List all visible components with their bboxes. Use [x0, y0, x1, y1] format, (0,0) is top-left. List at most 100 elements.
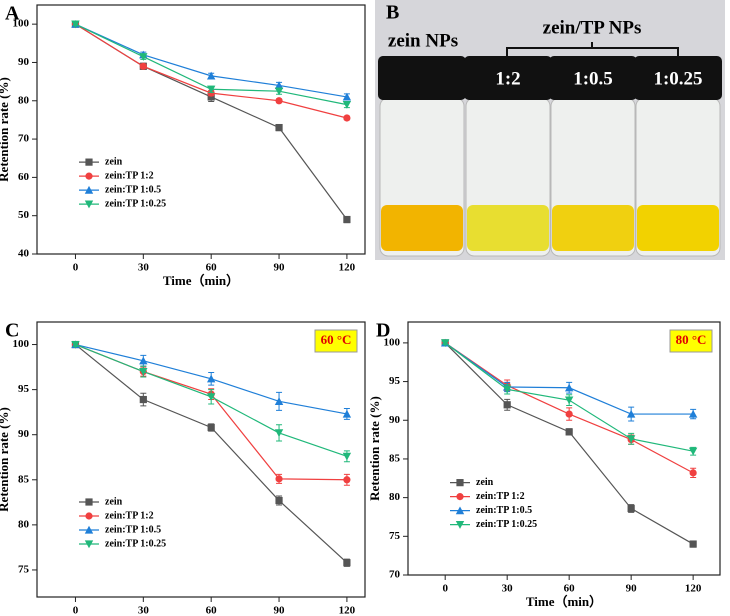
marker: [503, 401, 511, 409]
marker: [206, 393, 216, 402]
photo: B zein NPs zein/TP NPs 1:2 1:0.5 1:0.25: [375, 0, 725, 260]
x-tick-label: 90: [626, 583, 638, 595]
x-axis-label: Time（min）: [163, 273, 239, 288]
legend-label: zein:TP 1:0.25: [105, 198, 166, 209]
marker: [275, 97, 283, 105]
panel-label: D: [376, 320, 390, 342]
marker: [206, 71, 216, 80]
panel-label: C: [5, 320, 19, 342]
x-tick-label: 120: [339, 605, 356, 616]
legend-label: zein:TP 1:2: [476, 491, 525, 502]
y-tick-label: 80: [389, 491, 401, 503]
series-line: [75, 23, 348, 119]
marker: [688, 409, 698, 418]
legend-label: zein:TP 1:0.25: [105, 538, 166, 549]
vials: [378, 56, 722, 257]
annotation-box: [314, 329, 358, 353]
marker: [343, 114, 351, 122]
x-axis-label: Time（min）: [526, 594, 602, 609]
liquid: [381, 205, 463, 251]
legend-label: zein:TP 1:0.5: [105, 184, 161, 195]
legend-label: zein: [105, 496, 123, 507]
cap: [634, 56, 722, 100]
legend-label: zein:TP 1:0.5: [105, 524, 161, 535]
y-tick-label: 85: [18, 473, 30, 485]
panel-label: A: [5, 3, 20, 25]
marker: [689, 469, 697, 477]
x-tick-label: 90: [274, 605, 286, 616]
marker: [565, 428, 573, 436]
marker: [627, 504, 635, 513]
x-tick-label: 60: [206, 605, 218, 616]
marker: [274, 429, 284, 438]
y-tick-label: 100: [13, 338, 30, 350]
legend-marker: [84, 185, 94, 194]
marker: [626, 435, 636, 444]
y-tick-label: 85: [389, 452, 401, 464]
marker: [139, 356, 148, 365]
x-tick-label: 0: [442, 583, 448, 595]
x-tick-label: 30: [138, 605, 150, 616]
marker: [139, 62, 147, 70]
marker: [206, 374, 216, 383]
y-tick-label: 100: [13, 18, 30, 30]
panel-label: B: [386, 2, 399, 24]
photo-label: zein NPs: [388, 30, 458, 51]
marker: [626, 409, 636, 418]
legend-marker: [456, 479, 464, 487]
legend-marker: [85, 512, 93, 520]
marker: [139, 367, 148, 376]
marker: [274, 87, 284, 96]
y-tick-label: 70: [389, 569, 401, 581]
y-tick-label: 60: [18, 171, 30, 183]
plot-frame: [36, 321, 366, 598]
x-tick-label: 0: [73, 605, 79, 616]
marker: [275, 475, 283, 483]
marker: [342, 452, 352, 461]
y-tick-label: 80: [18, 94, 30, 106]
legend-label: zein:TP 1:2: [105, 510, 154, 521]
x-tick-label: 120: [685, 583, 702, 595]
plot-frame: [407, 321, 721, 576]
marker: [502, 385, 512, 394]
cap: [549, 56, 637, 100]
annotation: 60 °C: [314, 329, 358, 353]
annotation: 80 °C: [669, 329, 713, 353]
x-tick-label: 60: [564, 583, 576, 595]
plot-frame: [36, 4, 366, 255]
cap: [378, 56, 466, 100]
legend-marker: [85, 498, 93, 506]
legend-marker: [456, 493, 464, 501]
marker: [207, 423, 215, 432]
legend-marker: [84, 200, 94, 209]
cap: [464, 56, 552, 100]
y-tick-label: 100: [384, 336, 401, 348]
y-tick-label: 95: [18, 383, 30, 395]
annotation-text: 60 °C: [321, 332, 352, 347]
liquid: [552, 205, 634, 251]
marker: [343, 559, 351, 567]
legend-marker: [455, 506, 465, 515]
y-tick-label: 75: [389, 530, 401, 542]
marker: [274, 397, 284, 405]
marker: [688, 447, 698, 456]
x-tick-label: 30: [502, 583, 514, 595]
legend-marker: [84, 525, 94, 534]
marker: [689, 540, 697, 548]
marker: [275, 496, 283, 505]
y-axis-label: Retention rate (%): [0, 407, 11, 512]
vial-label: 1:0.5: [573, 68, 613, 89]
y-tick-label: 95: [389, 375, 401, 387]
vial-label: 1:2: [495, 68, 520, 89]
bracket: [506, 42, 679, 56]
marker: [207, 93, 215, 101]
legend-marker: [455, 521, 465, 529]
marker: [71, 340, 80, 349]
marker: [342, 409, 352, 418]
legend-label: zein:TP 1:2: [105, 170, 154, 181]
legend-marker: [85, 172, 93, 180]
marker: [565, 410, 573, 418]
marker: [71, 20, 80, 29]
legend-label: zein: [476, 477, 494, 488]
